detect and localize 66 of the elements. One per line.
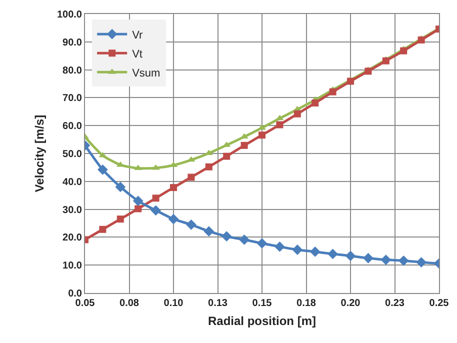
point (240, 142, 248, 149)
x-tick-label: 0.13 (208, 298, 228, 309)
legend-label: Vr (132, 29, 144, 42)
legend-label: Vsum (132, 67, 160, 80)
point (328, 248, 338, 260)
y-tick-label: 90.0 (62, 37, 82, 48)
point (116, 216, 124, 223)
x-tick-label: 0.25 (429, 298, 450, 309)
y-tick-label: 30.0 (62, 204, 82, 216)
point (188, 174, 195, 181)
point (292, 244, 303, 255)
point (223, 152, 230, 160)
point (98, 164, 108, 175)
x-tick-label: 0.08 (120, 298, 140, 309)
y-tick-label: 70.0 (62, 93, 82, 104)
point (98, 152, 107, 158)
point (345, 250, 356, 262)
point (364, 68, 372, 75)
x-tick-label: 0.10 (164, 298, 184, 309)
point (204, 226, 214, 237)
y-tick-label: 100.0 (56, 10, 82, 20)
x-axis-title: Radial position [m] (208, 314, 316, 328)
point (294, 110, 301, 118)
point (150, 205, 161, 216)
point (363, 252, 374, 264)
point (274, 241, 285, 252)
point (416, 257, 426, 268)
point (115, 182, 126, 192)
point (398, 255, 409, 266)
point (400, 47, 408, 54)
point (256, 238, 268, 249)
point (239, 234, 250, 245)
y-tick-label: 0.0 (68, 288, 82, 300)
y-tick-label: 40.0 (62, 176, 82, 188)
y-tick-label: 60.0 (62, 121, 82, 132)
point (347, 78, 354, 85)
x-tick-label: 0.20 (340, 298, 361, 309)
point (168, 214, 179, 224)
point (134, 164, 142, 170)
point (276, 121, 284, 128)
point (418, 36, 425, 44)
legend-label: Vt (132, 48, 142, 60)
y-tick-label: 50.0 (62, 149, 82, 160)
point (99, 226, 106, 233)
y-tick-label: 80.0 (62, 65, 82, 76)
x-tick-label: 0.05 (75, 298, 96, 309)
point (170, 184, 177, 192)
point (132, 196, 144, 206)
point (205, 163, 212, 170)
x-tick-label: 0.18 (296, 298, 316, 309)
point (186, 219, 196, 230)
point (221, 231, 232, 242)
point (312, 100, 319, 106)
y-tick-label: 10.0 (62, 260, 82, 272)
point (310, 246, 320, 257)
point (276, 114, 284, 120)
x-tick-label: 0.15 (252, 298, 272, 309)
point (329, 88, 336, 96)
point (258, 132, 266, 139)
x-tick-label: 0.23 (385, 298, 405, 309)
point (134, 205, 142, 212)
point (380, 254, 392, 265)
point (152, 194, 160, 202)
y-tick-label: 20.0 (62, 232, 82, 244)
y-axis-title: Velocity [m/s] (32, 114, 46, 192)
point (382, 57, 390, 64)
